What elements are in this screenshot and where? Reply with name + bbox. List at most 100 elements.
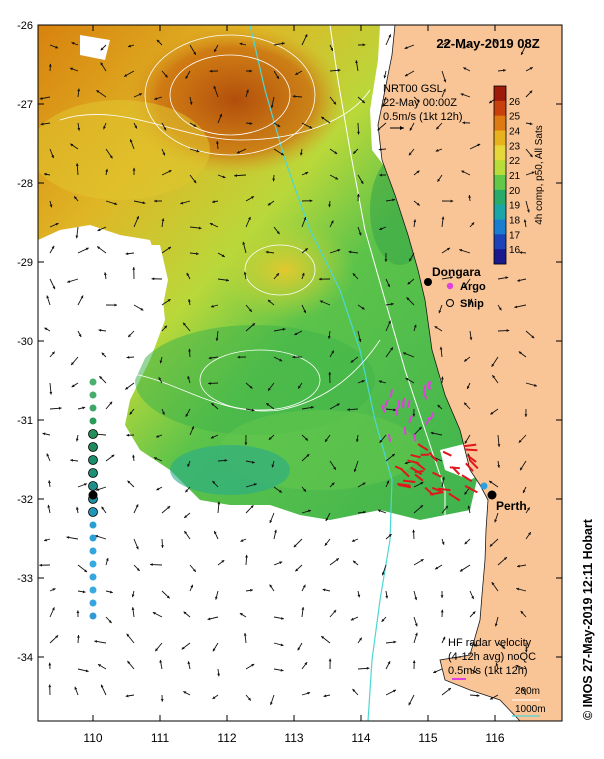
velocity-arrow-head bbox=[461, 170, 465, 174]
velocity-arrow-head bbox=[126, 433, 130, 437]
velocity-arrow-head bbox=[388, 320, 391, 324]
velocity-arrow-head bbox=[51, 245, 55, 249]
plot-frame bbox=[37, 24, 563, 722]
velocity-arrow-head bbox=[196, 149, 200, 153]
velocity-arrow-head bbox=[75, 235, 79, 239]
velocity-arrow-head bbox=[210, 435, 214, 439]
velocity-arrow-head bbox=[447, 688, 451, 691]
velocity-arrow-head bbox=[48, 480, 51, 484]
velocity-arrow-head bbox=[140, 307, 144, 311]
velocity-arrow-head bbox=[162, 152, 166, 156]
velocity-arrow-head bbox=[381, 618, 385, 622]
velocity-arrow-head bbox=[183, 611, 187, 615]
velocity-arrow-head bbox=[164, 74, 168, 78]
velocity-arrow-head bbox=[294, 332, 298, 336]
velocity-arrow-head bbox=[281, 42, 285, 45]
velocity-arrow-head bbox=[441, 541, 445, 545]
colorbar-swatch bbox=[494, 204, 506, 220]
velocity-arrow-head bbox=[325, 518, 329, 522]
colorbar-tick-label: 25 bbox=[509, 112, 521, 123]
velocity-arrow-head bbox=[310, 406, 314, 409]
velocity-arrow-head bbox=[125, 386, 129, 390]
velocity-arrow-head bbox=[337, 249, 341, 252]
velocity-arrow-head bbox=[331, 482, 335, 486]
track-dot bbox=[89, 599, 97, 607]
velocity-arrow-head bbox=[77, 127, 81, 131]
velocity-arrow-head bbox=[352, 273, 356, 277]
hf-arrow bbox=[402, 479, 416, 484]
velocity-arrow-head bbox=[109, 590, 113, 594]
velocity-arrow-head bbox=[239, 42, 243, 46]
velocity-arrow-head bbox=[195, 252, 199, 256]
velocity-arrow-head bbox=[355, 60, 359, 64]
velocity-arrow-head bbox=[301, 607, 305, 610]
velocity-arrow-head bbox=[248, 308, 252, 312]
x-tick-label: 110 bbox=[83, 731, 102, 745]
velocity-arrow-head bbox=[464, 284, 467, 288]
velocity-arrow-head bbox=[413, 219, 417, 223]
velocity-arrow-head bbox=[39, 97, 43, 100]
track-dot bbox=[88, 468, 98, 478]
isobath-1000m bbox=[249, 25, 393, 721]
track-dot bbox=[89, 586, 97, 594]
velocity-arrow-head bbox=[156, 487, 160, 491]
velocity-arrow-head bbox=[299, 152, 303, 156]
velocity-arrow-head bbox=[460, 93, 464, 96]
velocity-arrow-head bbox=[239, 613, 243, 616]
velocity-arrow-head bbox=[46, 295, 50, 299]
colorbar-tick-label: 20 bbox=[509, 186, 521, 197]
velocity-arrow-head bbox=[471, 596, 474, 600]
velocity-arrow-head bbox=[390, 302, 394, 306]
velocity-arrow-head bbox=[212, 480, 216, 484]
velocity-arrow-head bbox=[497, 444, 501, 447]
velocity-arrow-head bbox=[74, 686, 78, 690]
velocity-arrow-head bbox=[55, 45, 59, 49]
velocity-arrow-head bbox=[250, 505, 254, 509]
velocity-arrow-head bbox=[384, 259, 388, 262]
velocity-arrow-head bbox=[47, 504, 51, 508]
velocity-arrow-head bbox=[490, 411, 494, 415]
hf-arrow bbox=[414, 473, 424, 482]
hf-arrow bbox=[465, 462, 474, 472]
velocity-arrow-head bbox=[272, 178, 276, 182]
velocity-arrow-head bbox=[435, 566, 439, 570]
hf-arrow-magenta bbox=[408, 414, 413, 424]
velocity-arrow-head bbox=[309, 125, 313, 129]
velocity-arrow-head bbox=[403, 352, 407, 356]
velocity-arrow-head bbox=[198, 226, 202, 230]
velocity-arrow-head bbox=[270, 105, 274, 109]
track-dot bbox=[89, 417, 97, 425]
velocity-arrow-head bbox=[418, 426, 422, 430]
velocity-arrow-head bbox=[388, 34, 391, 38]
velocity-arrow-head bbox=[477, 143, 481, 147]
velocity-arrow-head bbox=[248, 216, 251, 220]
velocity-arrow-head bbox=[55, 635, 59, 639]
hf-arrow bbox=[468, 459, 479, 470]
velocity-arrow-head bbox=[209, 69, 213, 73]
velocity-arrow-head bbox=[440, 609, 444, 613]
velocity-arrow-head bbox=[40, 122, 44, 126]
velocity-arrow-head bbox=[414, 623, 418, 627]
velocity-arrow-head bbox=[188, 348, 191, 352]
velocity-arrow-head bbox=[467, 505, 471, 509]
velocity-arrow-head bbox=[154, 199, 157, 203]
velocity-arrow-head bbox=[274, 529, 277, 533]
sst-contours bbox=[59, 34, 381, 412]
velocity-arrow-head bbox=[76, 635, 80, 638]
velocity-arrow-head bbox=[212, 200, 215, 204]
velocity-arrow-head bbox=[495, 662, 499, 666]
velocity-arrow-head bbox=[160, 545, 164, 548]
velocity-arrow-head bbox=[222, 175, 226, 179]
argo-legend-label: Argo bbox=[460, 281, 486, 293]
velocity-arrow-head bbox=[189, 101, 193, 105]
velocity-arrow-head bbox=[515, 664, 519, 668]
velocity-arrow-head bbox=[71, 362, 74, 366]
velocity-arrow-head bbox=[132, 167, 136, 171]
velocity-arrow-head bbox=[159, 659, 163, 663]
velocity-arrow-head bbox=[243, 632, 247, 636]
velocity-arrow-head bbox=[266, 403, 270, 406]
velocity-arrow-head bbox=[97, 246, 101, 250]
velocity-arrow-head bbox=[318, 277, 322, 281]
y-tick-label: -32 bbox=[17, 494, 33, 506]
velocity-arrow-head bbox=[531, 335, 535, 339]
